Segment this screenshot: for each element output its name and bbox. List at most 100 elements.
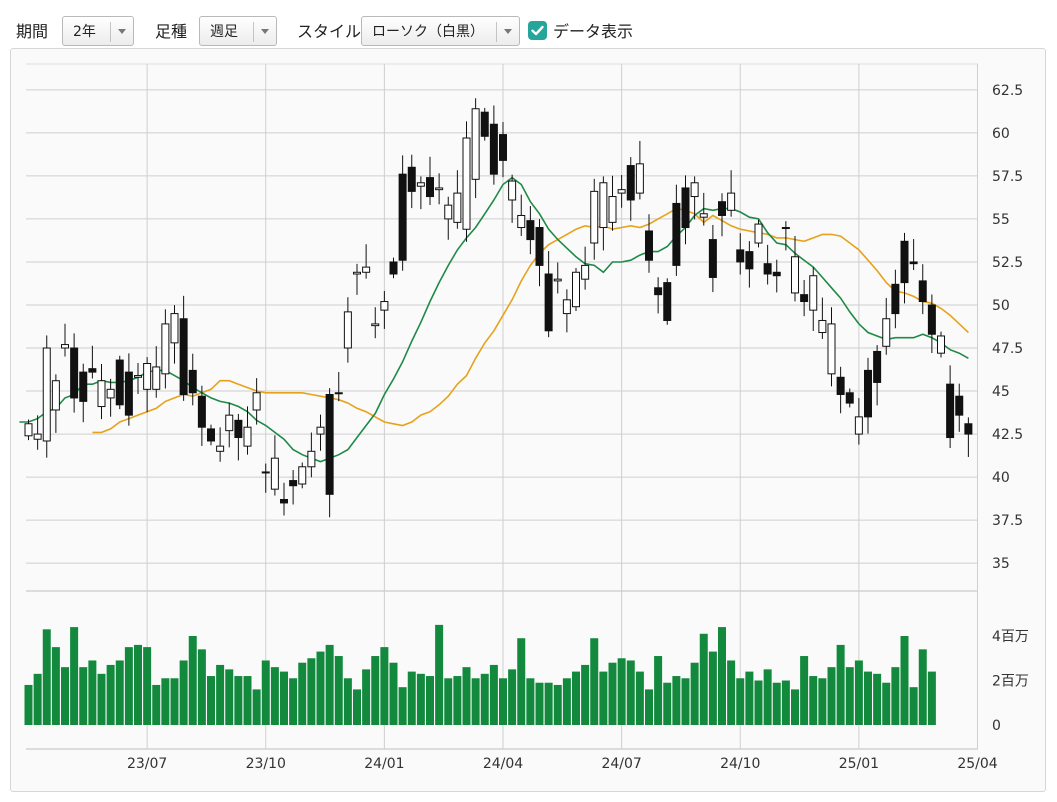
volume-bar <box>307 658 316 725</box>
volume-bar <box>444 678 453 725</box>
candle-body <box>927 304 936 335</box>
candle-body <box>426 177 434 198</box>
volume-bar <box>426 676 434 725</box>
candle-body <box>343 311 352 349</box>
stock-chart: 35 37.5 40 42.5 45 47.5 50 52.5 55 57.5 60 62.5 0 2百万… <box>19 63 1029 772</box>
volume-bar <box>51 647 60 725</box>
candle-body <box>645 230 653 261</box>
volume-bar <box>407 671 416 725</box>
volume-bar <box>471 678 480 725</box>
volume-bar <box>389 662 398 725</box>
candle-body <box>708 239 717 278</box>
show-data-checkbox[interactable] <box>528 21 547 40</box>
grid-lines <box>26 63 978 750</box>
candle-body <box>499 134 507 161</box>
time-tick-label: 24/10 <box>720 756 760 772</box>
time-tick-label: 23/07 <box>127 756 167 772</box>
candle-body <box>362 266 371 273</box>
candle-body <box>106 388 115 399</box>
volume-bar <box>88 660 97 725</box>
volume-bar <box>836 644 845 725</box>
candle-body <box>280 498 288 504</box>
candle-body <box>553 278 562 282</box>
candle-body <box>453 192 462 223</box>
volume-bar <box>61 667 69 725</box>
candle-body <box>873 350 882 383</box>
candle-body <box>937 335 945 354</box>
candle-body <box>480 111 489 137</box>
volume-bar <box>927 671 936 725</box>
candle-body <box>699 213 708 218</box>
interval-select-divider <box>253 22 254 42</box>
candle-body <box>517 214 526 229</box>
volume-bar <box>754 680 763 725</box>
volume-bar <box>562 678 571 725</box>
volume-bar <box>608 662 617 725</box>
candle-body <box>909 261 918 265</box>
volume-bar <box>42 629 51 725</box>
candlesticks <box>24 98 973 518</box>
candle-body <box>562 299 571 315</box>
moving-average-short-line <box>19 176 969 463</box>
checkmark-icon <box>531 25 544 36</box>
volume-bar <box>325 644 334 725</box>
interval-select[interactable]: 週足 <box>199 16 277 46</box>
candle-body <box>261 471 270 474</box>
candle-body <box>97 380 106 408</box>
candle-body <box>270 457 279 490</box>
volume-bar <box>270 667 279 725</box>
volume-bar <box>70 627 79 725</box>
volume-bar <box>216 664 225 725</box>
volume-bar <box>535 682 544 725</box>
volume-bar <box>398 687 407 725</box>
period-select[interactable]: 2年 <box>62 16 134 46</box>
volume-bar <box>508 669 517 725</box>
candle-body <box>918 280 927 303</box>
candle-body <box>608 196 617 223</box>
volume-bar <box>544 682 553 725</box>
candle-body <box>33 433 42 440</box>
candle-body <box>389 261 398 275</box>
price-tick-label: 40 <box>992 470 1010 486</box>
candle-body <box>827 323 836 375</box>
volume-bar <box>115 660 124 725</box>
volume-tick-label: 2百万 <box>992 674 1029 690</box>
show-data-label[interactable]: データ表示 <box>553 22 634 41</box>
volume-bar <box>134 644 142 725</box>
volume-bar <box>864 671 872 725</box>
candle-body <box>745 251 754 270</box>
volume-bar <box>353 689 361 725</box>
candle-body <box>590 190 599 244</box>
volume-bar <box>371 656 380 725</box>
candle-body <box>115 359 124 406</box>
volume-bar <box>161 678 170 725</box>
candle-body <box>398 173 407 261</box>
candle-body <box>635 163 644 194</box>
candle-body <box>207 428 215 442</box>
candle-body <box>124 371 133 416</box>
volume-bar <box>736 678 745 725</box>
volume-bar <box>298 662 307 725</box>
candle-body <box>809 275 818 311</box>
volume-bar <box>289 678 298 725</box>
volume-bar <box>727 660 736 725</box>
candle-body <box>900 240 909 284</box>
price-tick-label: 42.5 <box>992 427 1023 443</box>
volume-bar <box>882 682 891 725</box>
volume-bar <box>845 667 854 725</box>
candle-body <box>88 368 97 373</box>
candle-body <box>599 182 608 229</box>
price-tick-label: 47.5 <box>992 341 1023 357</box>
volume-bar <box>781 680 790 725</box>
style-select[interactable]: ローソク（白黒） <box>361 16 520 46</box>
volume-bar <box>663 682 672 725</box>
candle-body <box>289 480 298 487</box>
price-tick-label: 55 <box>992 212 1010 228</box>
axis-labels: 35 37.5 40 42.5 45 47.5 50 52.5 55 57.5 60 62.5 0 2百万… <box>127 83 1029 772</box>
volume-bar <box>252 689 261 725</box>
candle-body <box>316 426 325 435</box>
candle-body <box>727 192 736 211</box>
volume-bar <box>581 664 590 725</box>
volume-bar <box>79 667 88 725</box>
period-select-divider <box>110 22 111 42</box>
